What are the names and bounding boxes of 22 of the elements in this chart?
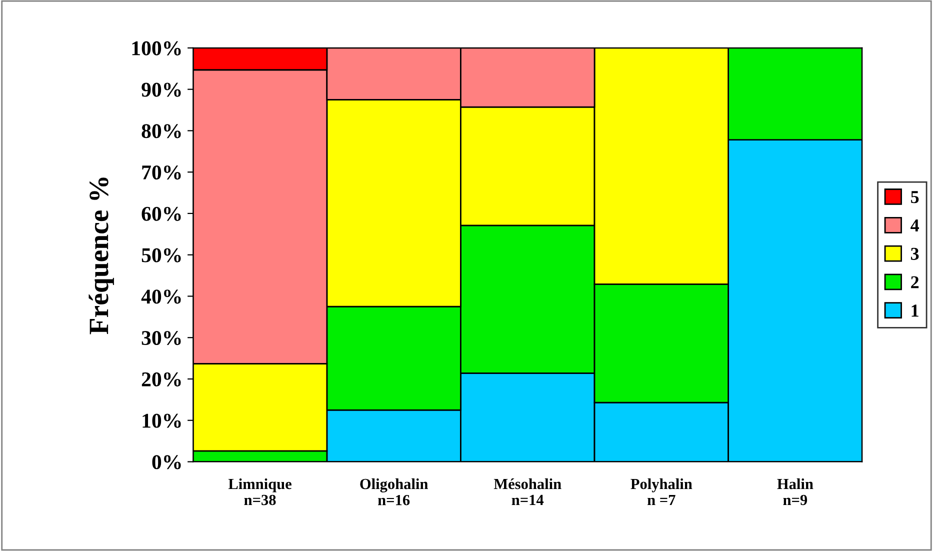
x-tick-label: Halin n=9: [777, 478, 814, 506]
y-tick-label: 100%: [132, 41, 181, 56]
y-tick-label: 80%: [142, 124, 181, 138]
legend-label: 1: [912, 304, 918, 317]
y-tick-label: 60%: [142, 206, 181, 221]
legend-label: 2: [911, 276, 919, 288]
y-tick-label: 50%: [142, 248, 181, 262]
y-tick-label: 70%: [142, 165, 181, 180]
y-tick-label: 30%: [142, 330, 181, 346]
x-tick-label: Mésohalin n=14: [494, 478, 562, 505]
y-tick-label: 90%: [142, 82, 181, 97]
y-tick-label: 10%: [142, 414, 181, 428]
legend-label: 5: [911, 191, 919, 204]
y-axis-title: Fréquence %: [88, 178, 114, 334]
y-tick-label: 20%: [142, 372, 181, 386]
legend-label: 3: [910, 248, 919, 260]
y-tick-label: 0%: [152, 455, 181, 470]
y-tick-label: 40%: [141, 290, 181, 304]
x-tick-label: Polyhalin n =7: [630, 478, 692, 506]
x-tick-label: Oligohalin n=16: [360, 478, 428, 506]
x-tick-label: Limnique n=38: [228, 478, 292, 506]
legend-label: 4: [910, 219, 919, 232]
